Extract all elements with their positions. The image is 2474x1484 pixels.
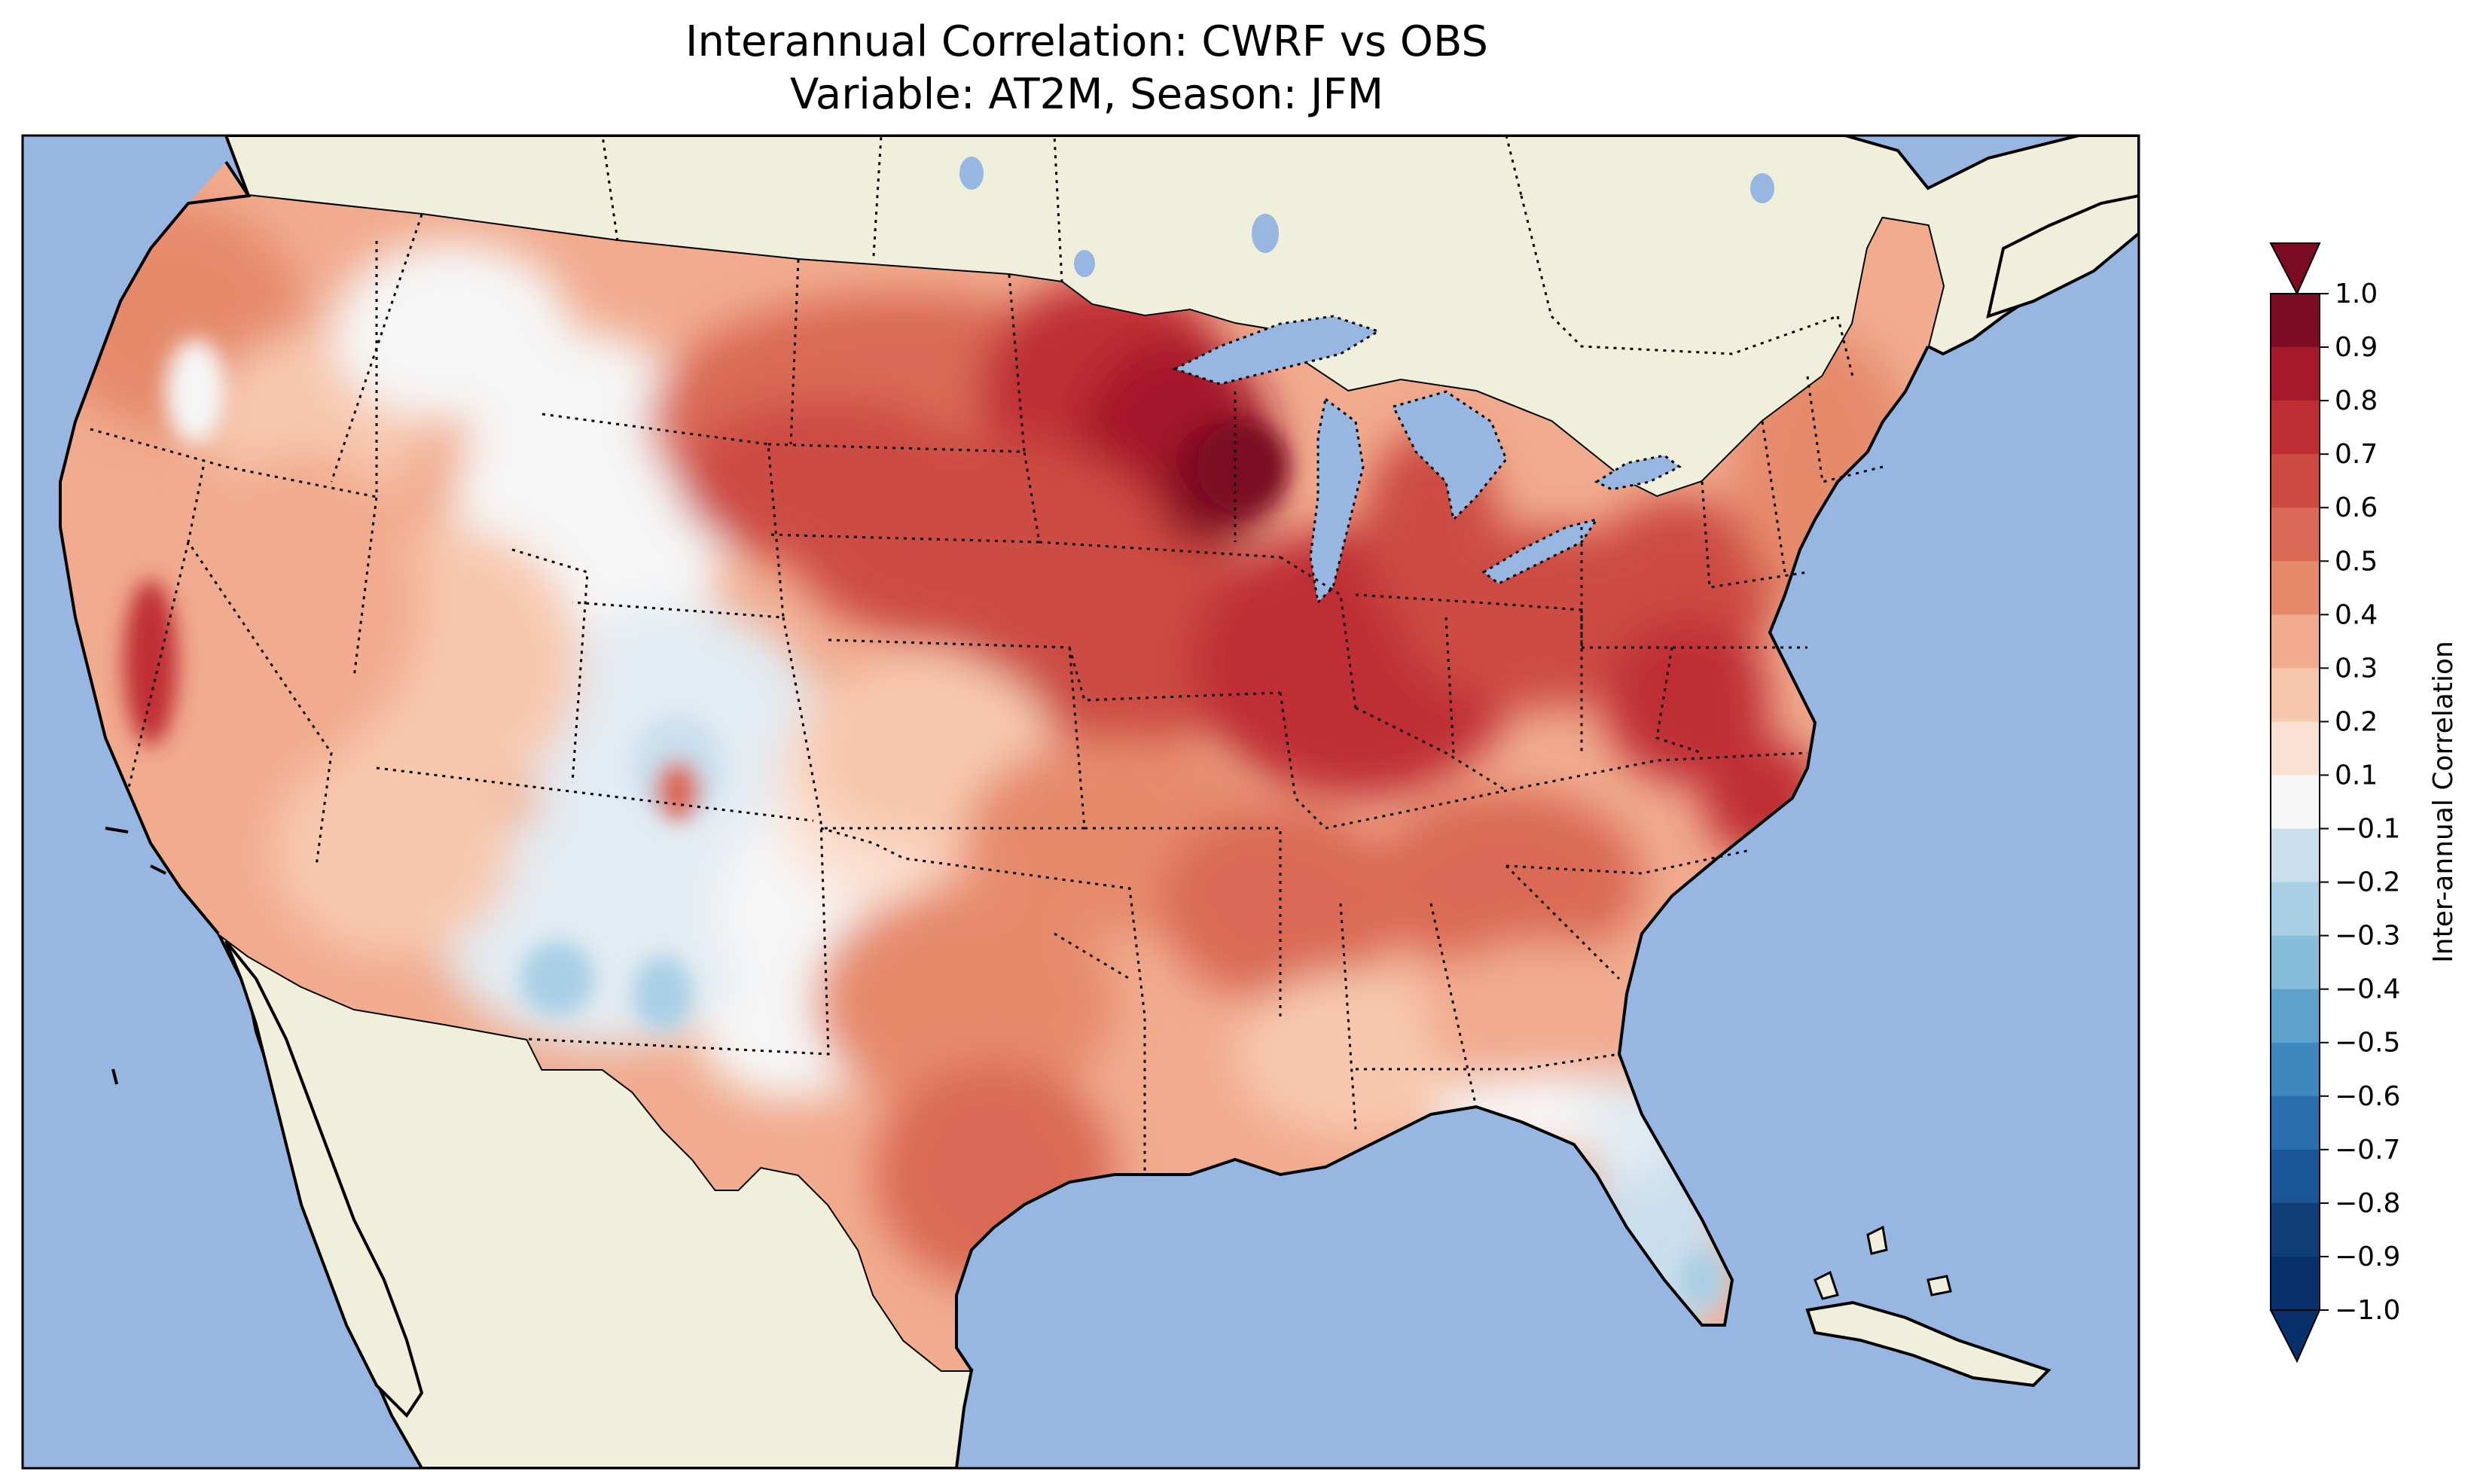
chart-title: Interannual Correlation: CWRF vs OBS [685,17,1488,66]
colorbar-tick-label: −0.9 [2335,1242,2400,1272]
colorbar-tick-label: 0.8 [2335,385,2378,416]
colorbar-tick-label: −0.6 [2335,1081,2400,1112]
map-area [23,136,2139,1468]
colorbar-tick-label: −0.5 [2335,1028,2400,1059]
colorbar-tick-label: 0.5 [2335,546,2378,577]
colorbar-cell [2271,454,2320,508]
colorbar: 1.0 0.9 0.8 0.7 0.6 0.5 0.4 0.3 0.2 0.1 −0.1 −0.2 −0… [2269,242,2459,1364]
colorbar-cell [2271,1095,2320,1150]
colorbar-cell [2271,614,2320,669]
colorbar-tick-label: −1.0 [2335,1295,2400,1326]
colorbar-tick-label: 0.2 [2335,706,2378,737]
colorbar-tick-label: −0.7 [2335,1135,2400,1166]
colorbar-tick-label: 0.6 [2335,492,2378,523]
colorbar-cell [2271,401,2320,455]
colorbar-cell [2271,1149,2320,1204]
colorbar-outline [2270,293,2320,1311]
lake-superior [1172,315,1381,385]
lake [1252,214,1279,253]
colorbar-tick-label: 1.0 [2335,279,2378,309]
colorbar-tick-label: 0.4 [2335,599,2378,630]
colorbar-cell [2271,1256,2320,1311]
state-boundaries [90,214,1884,1175]
atlantic-gulf-coastline [955,346,1929,1372]
colorbar-extend-min [2269,1309,2321,1364]
map-border [21,134,2140,1470]
chart-subtitle: Variable: AT2M, Season: JFM [789,70,1384,119]
colorbar-cell [2271,1042,2320,1097]
colorbar-cell [2271,721,2320,776]
lake [1074,250,1095,277]
colorbar-tick-label: 0.9 [2335,332,2378,363]
colorbar-cell [2271,828,2320,883]
channel-islands [105,827,166,1085]
baja-land [224,940,424,1418]
colorbar-cell [2271,507,2320,562]
bahamas-island [1866,1225,1888,1255]
lake [1750,173,1774,203]
colorbar-tick-label: −0.3 [2335,921,2400,952]
cuba-land [1805,1300,2051,1388]
lake-huron [1391,390,1508,523]
colorbar-cell [2271,882,2320,937]
lake [959,157,984,190]
colorbar-cell [2271,1202,2320,1257]
lake-ontario [1594,454,1682,491]
colorbar-cell [2271,561,2320,615]
colorbar-tick-label: 0.3 [2335,653,2378,684]
colorbar-tick-label: 0.7 [2335,439,2378,470]
colorbar-tick-label: −0.1 [2335,814,2400,845]
maritimes-land [1986,193,2139,319]
colorbar-extend-max [2269,242,2321,296]
province-boundaries [601,136,1838,355]
colorbar-tick-label: 0.1 [2335,760,2378,791]
colorbar-cell [2271,294,2320,348]
colorbar-cell [2271,775,2320,830]
colorbar-tick-label: −0.8 [2335,1188,2400,1219]
lake-michigan [1309,397,1365,605]
lake-erie [1481,517,1600,585]
colorbar-tick-label: −0.4 [2335,974,2400,1005]
bahamas-island [1926,1275,1952,1297]
colorbar-cell [2271,989,2320,1044]
bahamas-island [1814,1270,1839,1300]
colorbar-cell [2271,347,2320,401]
colorbar-label: Inter-annual Correlation [2428,641,2459,963]
pacific-coastline [59,160,252,935]
colorbar-cell [2271,935,2320,990]
colorbar-tick-label: −0.2 [2335,867,2400,898]
colorbar-cell [2271,668,2320,722]
